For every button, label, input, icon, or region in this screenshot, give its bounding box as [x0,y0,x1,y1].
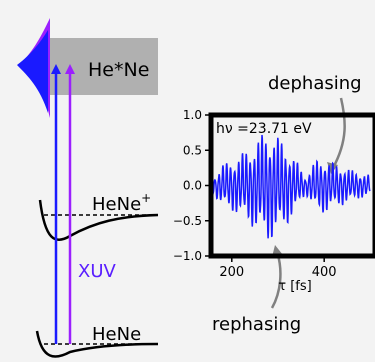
dephasing-label: dephasing [268,73,362,94]
dephasing-arrow [331,97,346,169]
xuv-arrowhead-blue [51,64,61,74]
y-tick-label: 0.0 [183,179,202,193]
y-tick-label: −0.5 [173,214,202,228]
x-tick-label: 400 [312,265,337,280]
ion-charge: + [141,191,151,205]
chart-frame [208,112,375,259]
rephasing-label: rephasing [212,314,301,335]
y-tick-label: 0.5 [183,143,202,157]
xuv-arrowhead-violet [65,64,75,74]
excited-wavepacket-blue [17,30,48,113]
excited-state-band [46,38,158,95]
signal-chart: −1.0 −0.5 0.0 0.5 1.0 200 400 hν =23.71 eV τ [… [173,108,375,294]
chart-ticks: −1.0 −0.5 0.0 0.5 1.0 200 400 [173,108,337,280]
excited-state-label: He*Ne [88,59,149,81]
ion-label: HeNe+ [92,191,151,215]
y-tick-label: −1.0 [173,249,202,263]
x-axis-label: τ [fs] [278,279,311,294]
xuv-label: XUV [78,261,117,282]
y-tick-label: 1.0 [183,108,202,122]
signal-series-line [211,134,371,239]
ground-potential-curve [35,330,159,358]
x-tick-label: 200 [219,265,244,280]
ground-label: HeNe [92,324,141,345]
chart-annotation: hν =23.71 eV [216,121,312,137]
